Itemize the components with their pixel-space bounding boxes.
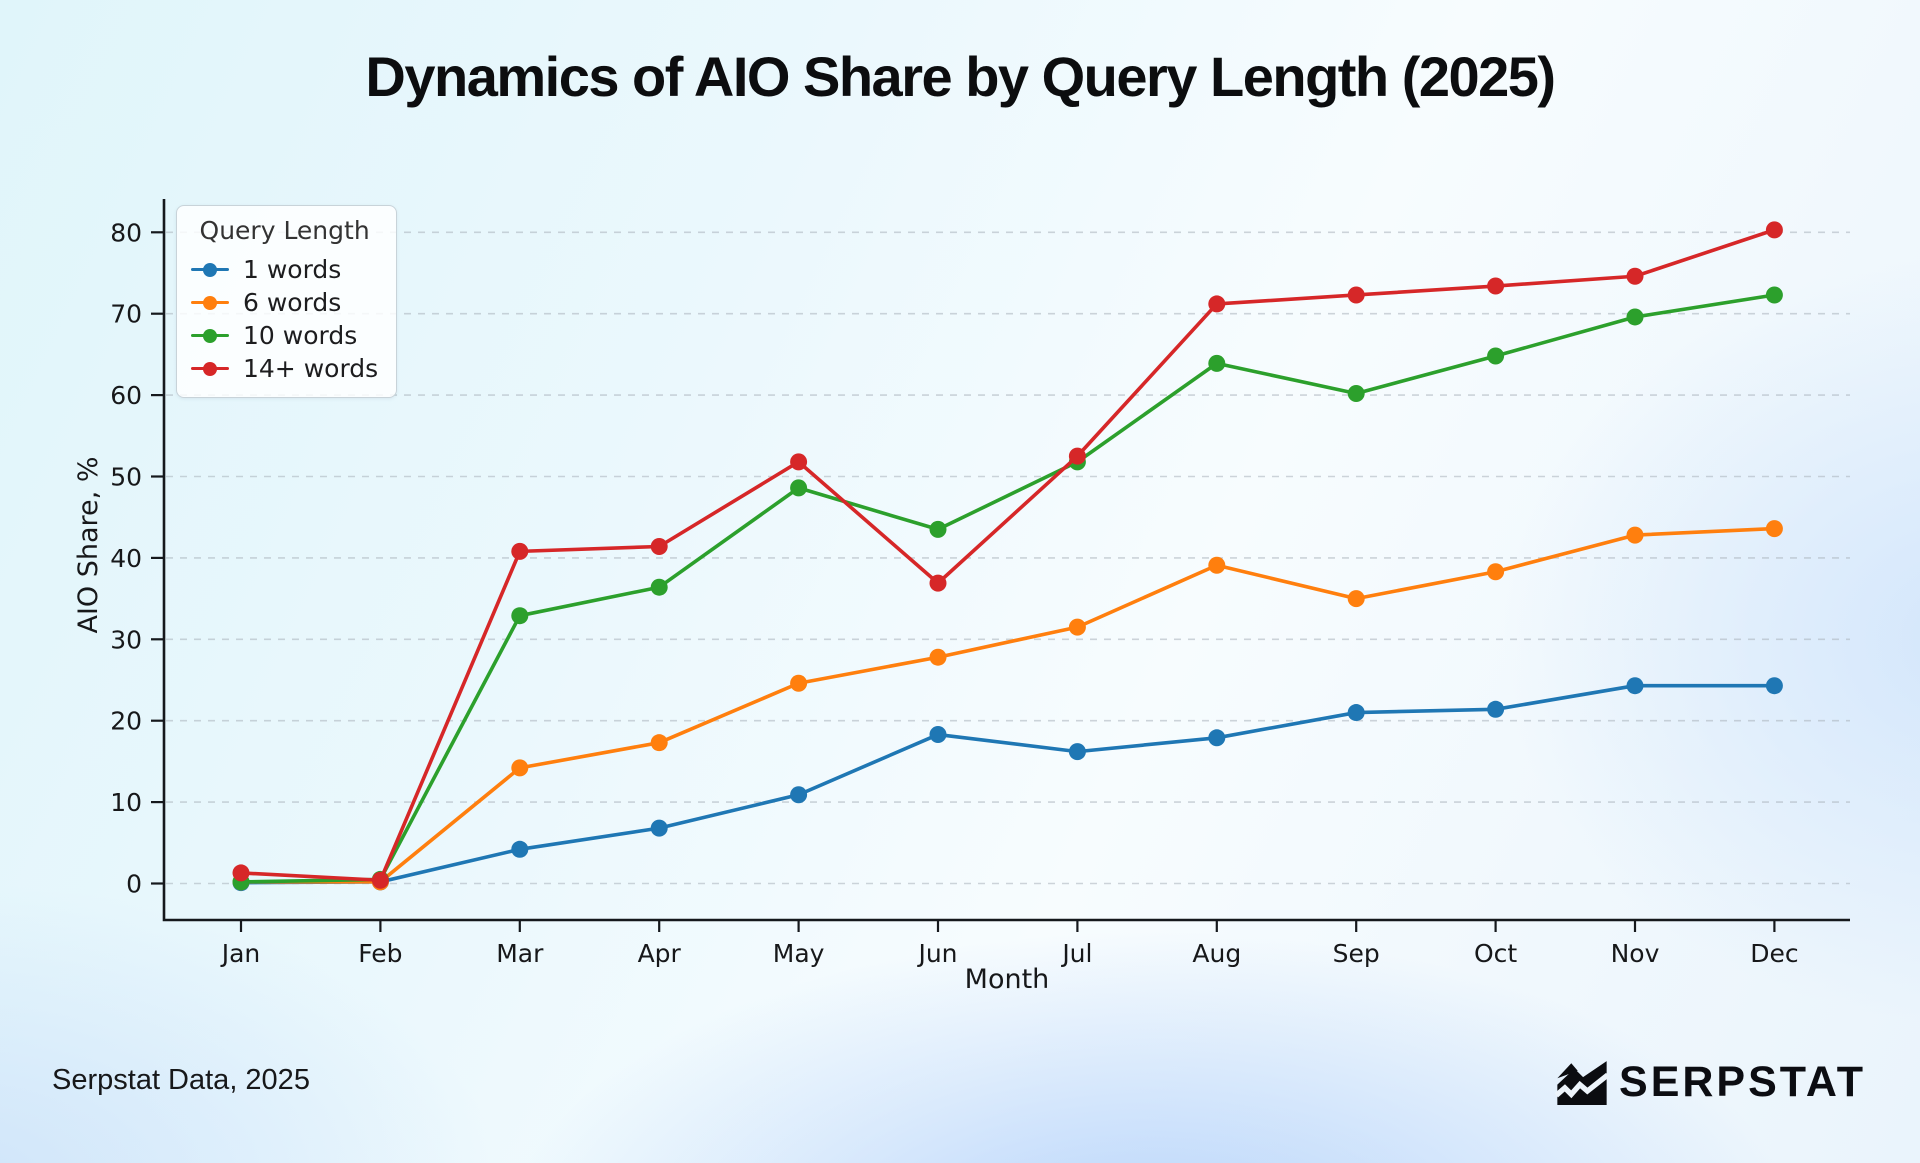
data-point (1208, 556, 1226, 574)
data-point (790, 786, 808, 804)
data-point (511, 759, 529, 777)
serpstat-chart-arrow-icon (1555, 1061, 1610, 1105)
data-point (650, 538, 668, 556)
data-point (1765, 286, 1783, 304)
page-title: Dynamics of AIO Share by Query Length (2… (365, 45, 1556, 108)
data-point (1347, 384, 1365, 402)
legend-item-label: 14+ words (243, 354, 379, 383)
legend-item: 10 words (191, 319, 378, 352)
series-line-10-words (239, 293, 1777, 884)
data-source-caption: Serpstat Data, 2025 (52, 1064, 310, 1096)
y-tick-label: 80 (110, 218, 142, 247)
data-point (1068, 743, 1086, 761)
x-tick-label: Apr (638, 939, 682, 968)
legend-item: 6 words (191, 286, 378, 319)
data-point (1068, 447, 1086, 465)
legend-item: 1 words (191, 253, 378, 286)
data-point (790, 453, 808, 471)
legend-item: 14+ words (191, 352, 378, 385)
data-point (790, 479, 808, 497)
data-point (1347, 704, 1365, 722)
data-point (1626, 526, 1644, 544)
data-point (790, 674, 808, 692)
data-point (1487, 347, 1505, 365)
data-point (1626, 267, 1644, 285)
y-tick-label: 40 (110, 544, 142, 573)
series-line-14+-words (239, 228, 1777, 883)
series-line-1-words (239, 683, 1777, 885)
data-point (232, 864, 250, 882)
data-point (929, 726, 947, 744)
x-tick-label: Jul (1060, 939, 1092, 968)
data-point (1765, 677, 1783, 695)
data-point (1487, 563, 1505, 581)
legend-marker (191, 361, 229, 376)
x-tick-label: Jun (916, 939, 957, 968)
legend-item-label: 1 words (243, 255, 342, 284)
x-tick-label: Aug (1192, 939, 1241, 968)
legend-title: Query Length (199, 216, 370, 245)
x-tick-label: Mar (496, 939, 544, 968)
data-point (1765, 221, 1783, 239)
data-point (650, 734, 668, 752)
x-axis-label: Month (965, 964, 1050, 995)
legend-item-label: 6 words (243, 288, 342, 317)
data-point (929, 648, 947, 666)
x-tick-label: May (773, 939, 825, 968)
data-point (650, 819, 668, 837)
data-point (1487, 700, 1505, 718)
y-tick-label: 20 (110, 707, 142, 736)
data-point (1765, 520, 1783, 538)
x-tick-label: Jan (220, 939, 261, 968)
data-point (650, 578, 668, 596)
legend-marker (191, 328, 229, 343)
data-point (1068, 618, 1086, 636)
data-point (929, 520, 947, 538)
y-tick-label: 70 (110, 300, 142, 329)
x-tick-label: Oct (1474, 939, 1517, 968)
data-point (1347, 286, 1365, 304)
data-point (1626, 308, 1644, 326)
data-point (1208, 729, 1226, 747)
series-line-6-words (239, 526, 1777, 884)
data-point (1208, 295, 1226, 313)
y-tick-label: 30 (110, 625, 142, 654)
data-point (511, 542, 529, 560)
data-point (371, 871, 389, 889)
legend-items: 1 words 6 words 10 words 14+ words (191, 253, 378, 385)
legend-item-label: 10 words (243, 321, 358, 350)
legend-marker (191, 295, 229, 310)
y-tick-label: 0 (126, 870, 142, 899)
serpstat-logo-text: SERPSTAT (1619, 1058, 1866, 1106)
x-tick-label: Dec (1750, 939, 1798, 968)
y-tick-label: 50 (110, 463, 142, 492)
axes: 0 10 20 30 40 50 60 70 80 Jan Feb Mar Apr May Jun Jul Au… (110, 199, 1850, 968)
x-tick-label: Nov (1611, 939, 1660, 968)
data-point (1208, 354, 1226, 372)
data-point (929, 574, 947, 592)
legend-marker (191, 262, 229, 277)
line-chart: 0 10 20 30 40 50 60 70 80 Jan Feb Mar Apr May Jun Jul Au… (73, 199, 1850, 995)
axis-spines (162, 199, 1850, 922)
y-tick-label: 10 (110, 788, 142, 817)
data-point (1347, 590, 1365, 608)
chart-legend: Query Length 1 words 6 words 10 words 14+ w… (176, 205, 398, 398)
data-point (511, 840, 529, 858)
data-point (511, 607, 529, 625)
serpstat-logo: SERPSTAT (1555, 1058, 1866, 1107)
x-tick-label: Sep (1333, 939, 1380, 968)
data-point (1626, 677, 1644, 695)
y-tick-label: 60 (110, 381, 142, 410)
y-axis-label: AIO Share, % (73, 456, 104, 633)
series-lines (232, 221, 1783, 892)
x-tick-label: Feb (358, 939, 402, 968)
data-point (1487, 277, 1505, 295)
